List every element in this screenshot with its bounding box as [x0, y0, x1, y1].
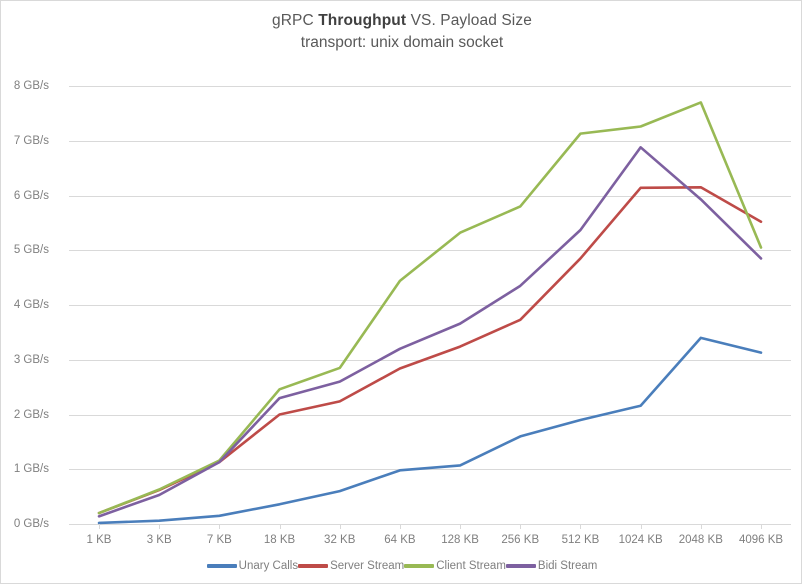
- legend-label: Unary Calls: [238, 560, 299, 572]
- x-axis-tick-mark: [520, 524, 522, 529]
- y-axis-tick-label: 3 GB/s: [13, 353, 49, 366]
- chart-subtitle: transport: unix domain socket: [300, 34, 504, 51]
- y-axis-tick-label: 0 GB/s: [13, 518, 49, 530]
- x-axis-tick-mark: [640, 524, 642, 529]
- gridline: [69, 305, 791, 306]
- gridline: [69, 86, 791, 87]
- legend-item-unary-calls[interactable]: Unary Calls: [206, 559, 299, 573]
- x-axis-tick-mark: [761, 524, 762, 529]
- chart-title-emphasis: Throughput: [318, 12, 407, 29]
- gridline: [69, 140, 791, 142]
- gridline: [69, 414, 791, 416]
- legend-item-client-stream[interactable]: Client Stream: [404, 559, 506, 573]
- x-axis-tick-mark: [700, 524, 702, 529]
- x-axis-tick-mark: [399, 524, 401, 529]
- x-axis-tick-label: 1024 KB: [618, 534, 663, 546]
- x-axis-tick-label: 3 KB: [146, 534, 172, 546]
- gridline: [69, 359, 791, 361]
- x-axis-tick-mark: [99, 524, 100, 529]
- x-axis-tick-mark: [580, 524, 582, 529]
- x-axis-tick-label: 2048 KB: [678, 534, 723, 546]
- legend-label: Bidi Stream: [537, 560, 598, 572]
- y-axis-tick-label: 1 GB/s: [13, 463, 49, 476]
- x-axis-tick-label: 1 KB: [86, 534, 112, 546]
- x-axis-tick-mark: [279, 524, 281, 529]
- x-axis-tick-label: 128 KB: [441, 534, 479, 546]
- legend-item-bidi-stream[interactable]: Bidi Stream: [505, 559, 598, 573]
- gridline: [69, 250, 791, 252]
- chart-title-suffix: VS. Payload Size: [406, 12, 532, 29]
- x-axis-tick-label: 256 KB: [501, 534, 540, 546]
- x-axis-tick-label: 18 KB: [263, 534, 296, 546]
- x-axis-tick-label: 64 KB: [384, 534, 416, 546]
- gridline: [69, 469, 791, 471]
- chart-title: gRPC Throughput VS. Payload Size: [1, 10, 801, 32]
- chart-legend: Unary Calls Server Stream Client Stream Bid…: [1, 559, 801, 573]
- x-axis-tick-label: 7 KB: [206, 534, 232, 546]
- legend-color-swatch: [298, 564, 329, 568]
- legend-color-swatch: [404, 564, 435, 568]
- legend-item-server-stream[interactable]: Server Stream: [298, 559, 404, 573]
- plot-area: 0 GB/s 1 GB/s 2 GB/s 3 GB/s 4 GB/s 5 GB/s 6 GB…: [14, 80, 791, 530]
- y-axis-tick-label: 7 GB/s: [13, 134, 49, 147]
- legend-color-swatch: [206, 564, 237, 568]
- chart-title-prefix: gRPC: [272, 12, 319, 29]
- x-axis-tick-mark: [339, 524, 341, 529]
- x-axis-tick-mark: [219, 524, 221, 529]
- x-axis-tick-label: 512 KB: [561, 534, 600, 546]
- legend-color-swatch: [505, 564, 536, 568]
- gridline: [69, 195, 791, 197]
- y-axis-tick-label: 8 GB/s: [13, 80, 49, 92]
- legend-label: Server Stream: [330, 560, 405, 572]
- x-axis-tick-mark: [460, 524, 462, 529]
- legend-label: Client Stream: [436, 560, 506, 572]
- x-axis-tick-label: 4096 KB: [738, 534, 784, 546]
- x-axis-tick-label: 32 KB: [324, 534, 356, 546]
- y-axis-tick-label: 6 GB/s: [13, 189, 49, 202]
- y-axis-tick-label: 4 GB/s: [13, 299, 49, 311]
- x-axis-tick-mark: [159, 524, 161, 529]
- y-axis-tick-label: 5 GB/s: [13, 244, 49, 257]
- x-axis-line: [69, 524, 791, 525]
- y-axis-tick-label: 2 GB/s: [13, 408, 49, 421]
